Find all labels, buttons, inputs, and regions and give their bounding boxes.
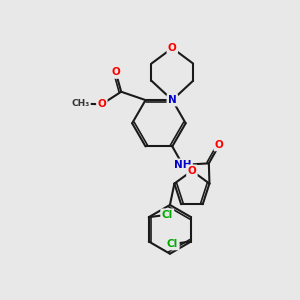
Text: Cl: Cl bbox=[162, 210, 173, 220]
Text: O: O bbox=[111, 68, 120, 77]
Text: Cl: Cl bbox=[167, 239, 178, 249]
Text: O: O bbox=[168, 43, 177, 53]
Text: N: N bbox=[168, 95, 177, 105]
Text: O: O bbox=[188, 166, 196, 176]
Text: NH: NH bbox=[174, 160, 191, 170]
Text: O: O bbox=[215, 140, 224, 150]
Text: O: O bbox=[98, 99, 106, 109]
Text: CH₃: CH₃ bbox=[71, 99, 90, 108]
